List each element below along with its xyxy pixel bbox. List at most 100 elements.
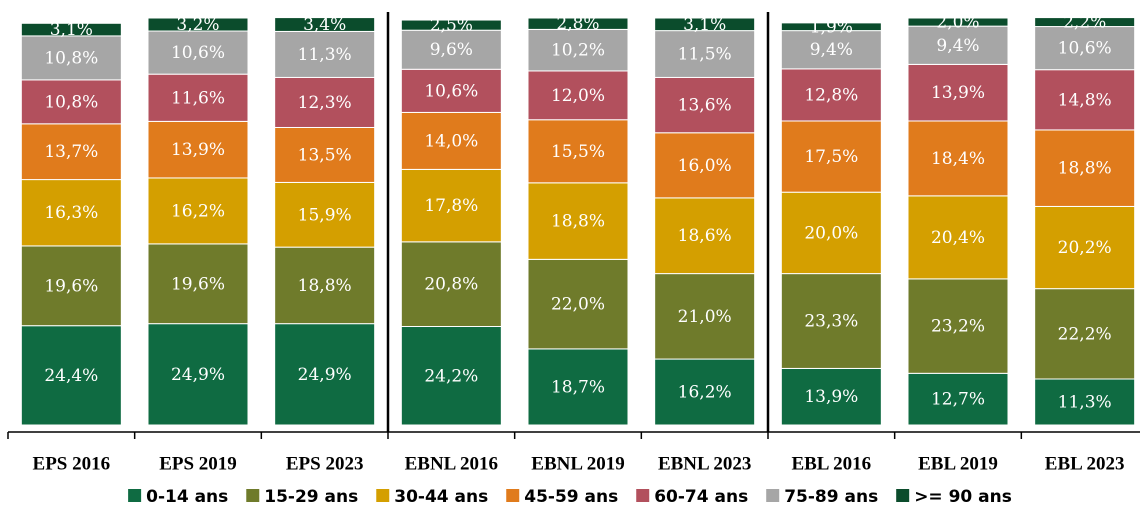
data-label: 13,5% [298, 145, 352, 165]
bar-segment [907, 63, 1009, 122]
bar-segment [654, 273, 756, 360]
data-label: 23,3% [804, 312, 858, 332]
data-label: 16,3% [44, 203, 98, 223]
data-label: 13,9% [931, 83, 985, 103]
data-label: 20,0% [804, 223, 858, 243]
bar-segment [20, 245, 122, 327]
x-tick-label: EPS 2016 [33, 453, 111, 474]
data-label: 11,6% [171, 88, 225, 108]
data-label: 22,0% [551, 295, 605, 315]
data-label: 3,4% [303, 15, 346, 35]
x-tick-label: EBNL 2019 [531, 453, 624, 474]
bar-segment [147, 323, 249, 426]
data-label: 9,6% [430, 40, 473, 60]
bar-segment [274, 18, 376, 32]
data-label: 15,5% [551, 142, 605, 162]
bar-segment [1034, 378, 1136, 426]
legend-swatch [128, 489, 142, 502]
bar-segment [654, 30, 756, 78]
x-tick-label: EBNL 2016 [405, 453, 498, 474]
bar-segment [20, 79, 122, 125]
bar-segment [907, 25, 1009, 65]
bar-segment [527, 70, 629, 121]
bar-segment [400, 68, 502, 113]
bar-segment [274, 323, 376, 426]
data-label: 9,4% [936, 36, 979, 56]
data-label: 21,0% [678, 307, 732, 327]
legend-swatch [246, 489, 260, 502]
bar-segment [1034, 69, 1136, 131]
bar-segment [780, 22, 882, 32]
legend-label: >= 90 ans [914, 487, 1012, 507]
data-label: 11,3% [298, 45, 352, 65]
data-label: 10,6% [1058, 39, 1112, 59]
bar-segment [527, 182, 629, 260]
data-label: 1,9% [810, 17, 853, 37]
data-label: 24,2% [424, 366, 478, 386]
legend-label: 75-89 ans [784, 487, 878, 507]
data-label: 20,8% [424, 275, 478, 295]
data-label: 19,6% [44, 276, 98, 296]
bar-segment [400, 241, 502, 328]
data-label: 19,6% [171, 274, 225, 294]
bar-segment [1034, 18, 1136, 28]
data-label: 10,8% [44, 92, 98, 112]
data-label: 16,2% [678, 383, 732, 403]
bar-segment [20, 35, 122, 81]
data-label: 18,7% [551, 377, 605, 397]
bar-segment [654, 132, 756, 199]
data-label: 18,8% [1058, 159, 1112, 179]
legend-label: 60-74 ans [654, 487, 748, 507]
data-label: 3,2% [176, 15, 219, 35]
bar-segment [907, 120, 1009, 197]
data-label: 23,2% [931, 317, 985, 337]
bar-segment [780, 120, 882, 193]
bar-segment [527, 258, 629, 350]
bar-segment [907, 278, 1009, 374]
bar-segment [20, 22, 122, 37]
data-label: 18,4% [931, 149, 985, 169]
bar-segment [654, 358, 756, 426]
x-tick-label: EBL 2016 [791, 453, 871, 474]
data-label: 15,9% [298, 205, 352, 225]
data-label: 10,2% [551, 41, 605, 61]
bar-segment [527, 348, 629, 426]
bar-segment [1034, 26, 1136, 71]
bar-segment [907, 195, 1009, 280]
bar-segment [20, 325, 122, 426]
bar-segment [780, 367, 882, 426]
data-label: 2,0% [936, 13, 979, 33]
data-label: 24,9% [298, 365, 352, 385]
legend-swatch [896, 489, 910, 502]
data-label: 17,8% [424, 196, 478, 216]
legend-swatch [636, 489, 650, 502]
data-label: 16,2% [171, 201, 225, 221]
bar-segment [780, 68, 882, 122]
x-tick-label: EBL 2023 [1045, 453, 1125, 474]
data-label: 16,0% [678, 156, 732, 176]
bar-segment [654, 197, 756, 275]
bar-segment [527, 28, 629, 72]
bar-segment [400, 326, 502, 426]
data-label: 18,8% [298, 276, 352, 296]
bar-segment [527, 18, 629, 30]
bar-segment [907, 18, 1009, 27]
data-label: 18,8% [551, 212, 605, 232]
bar-segment [1034, 205, 1136, 290]
bar-segment [907, 372, 1009, 426]
legend-label: 45-59 ans [524, 487, 618, 507]
legend-label: 0-14 ans [146, 487, 228, 507]
data-label: 2,2% [1063, 13, 1106, 33]
data-label: 12,8% [804, 85, 858, 105]
bar-segment [147, 18, 249, 32]
x-tick-label: EBL 2019 [918, 453, 998, 474]
data-label: 18,6% [678, 226, 732, 246]
data-label: 2,8% [556, 14, 599, 34]
data-label: 20,2% [1058, 238, 1112, 258]
data-label: 12,3% [298, 93, 352, 113]
legend-swatch [376, 489, 390, 502]
data-label: 13,9% [171, 140, 225, 160]
data-label: 24,9% [171, 365, 225, 385]
data-label: 3,1% [50, 20, 93, 40]
